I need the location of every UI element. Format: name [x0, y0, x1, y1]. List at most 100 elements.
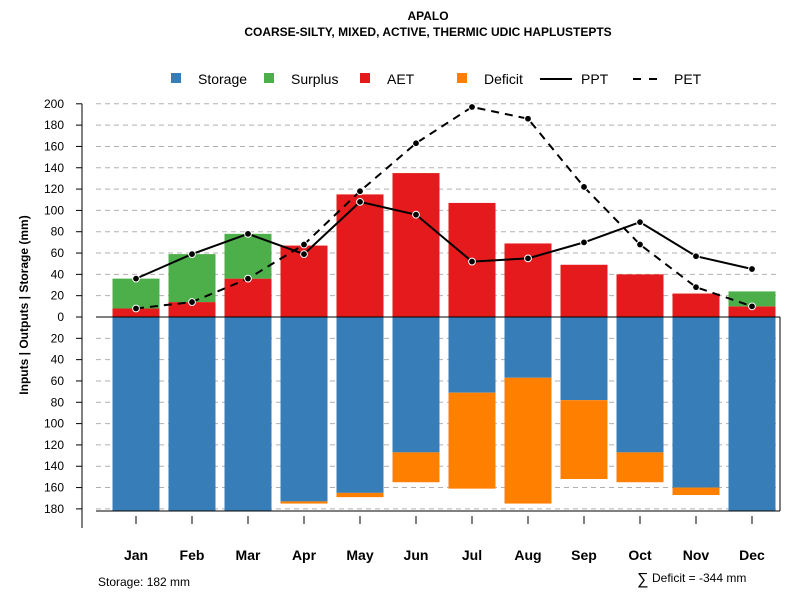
x-tick-label-mar: Mar	[236, 547, 261, 563]
x-tick-label-jul: Jul	[462, 547, 482, 563]
point-ppt-jun	[412, 210, 420, 219]
legend-label: AET	[387, 71, 415, 87]
y-tick-label: 60	[51, 374, 65, 388]
y-tick-label: 140	[44, 161, 64, 175]
bar-storage-jun	[392, 317, 440, 453]
legend-label: Surplus	[291, 71, 338, 87]
bar-aet-sep	[560, 264, 608, 317]
y-tick-label: 60	[51, 246, 65, 260]
bar-deficit-oct	[616, 452, 664, 483]
chart-title: APALO	[407, 9, 448, 23]
bar-deficit-apr	[280, 501, 328, 504]
y-tick-label: 20	[51, 289, 65, 303]
legend-swatch	[457, 73, 467, 83]
point-ppt-apr	[300, 250, 308, 259]
point-pet-nov	[692, 283, 700, 292]
y-axis-label: Inputs | Outputs | Storage (mm)	[17, 215, 31, 394]
y-tick-label: 40	[51, 267, 65, 281]
bar-storage-jan	[112, 317, 160, 512]
bar-storage-feb	[168, 317, 216, 512]
bar-aet-dec	[728, 306, 776, 317]
point-pet-apr	[300, 240, 308, 249]
sigma-symbol: ∑	[637, 571, 648, 588]
bar-deficit-jun	[392, 452, 440, 483]
bar-storage-mar	[224, 317, 272, 512]
x-tick-label-oct: Oct	[628, 547, 652, 563]
legend-swatch	[264, 73, 274, 83]
bar-aet-oct	[616, 274, 664, 317]
bar-deficit-nov	[672, 487, 720, 496]
y-tick-label: 40	[51, 353, 65, 367]
bar-surplus-jan	[112, 278, 160, 309]
y-tick-label: 100	[44, 203, 64, 217]
point-ppt-mar	[244, 229, 252, 238]
point-pet-oct	[636, 240, 644, 249]
point-ppt-oct	[636, 218, 644, 227]
y-tick-label: 20	[51, 331, 65, 345]
bar-aet-jun	[392, 173, 440, 317]
bar-aet-mar	[224, 278, 272, 317]
y-tick-label: 100	[44, 417, 64, 431]
point-ppt-aug	[524, 254, 532, 263]
x-tick-label-feb: Feb	[180, 547, 205, 563]
y-tick-label: 0	[57, 310, 64, 324]
point-pet-may	[356, 187, 364, 196]
point-ppt-jul	[468, 257, 476, 266]
x-tick-label-dec: Dec	[739, 547, 765, 563]
point-pet-sep	[580, 183, 588, 191]
legend-label: PPT	[581, 71, 609, 87]
y-tick-label: 140	[44, 459, 64, 473]
legend-swatch	[360, 73, 370, 83]
bar-surplus-mar	[224, 233, 272, 279]
x-tick-label-nov: Nov	[683, 547, 710, 563]
point-ppt-may	[356, 197, 364, 206]
legend-swatch	[171, 73, 181, 83]
x-tick-label-apr: Apr	[292, 547, 317, 563]
bar-aet-jan	[112, 308, 160, 317]
bar-storage-jul	[448, 317, 496, 393]
y-tick-label: 80	[51, 395, 65, 409]
point-ppt-nov	[692, 252, 700, 261]
point-ppt-jan	[132, 274, 140, 283]
x-tick-label-jan: Jan	[124, 547, 148, 563]
bar-deficit-aug	[504, 377, 552, 504]
y-tick-label: 120	[44, 182, 64, 196]
x-tick-label-may: May	[346, 547, 373, 563]
storage-note: Storage: 182 mm	[98, 575, 190, 589]
y-tick-label: 180	[44, 502, 64, 516]
x-tick-label-sep: Sep	[571, 547, 597, 563]
y-tick-label: 160	[44, 481, 64, 495]
legend-item-deficit: Deficit	[457, 71, 523, 87]
point-pet-aug	[524, 114, 532, 123]
y-tick-label: 160	[44, 139, 64, 153]
bar-deficit-may	[336, 492, 384, 498]
lines	[132, 103, 756, 313]
point-pet-feb	[188, 298, 196, 306]
bar-aet-nov	[672, 293, 720, 317]
legend-item-storage: Storage	[171, 71, 247, 87]
line-ppt	[135, 200, 753, 280]
x-tick-label-aug: Aug	[514, 547, 541, 563]
bar-storage-sep	[560, 317, 608, 401]
legend-item-aet: AET	[360, 71, 415, 87]
bar-surplus-feb	[168, 254, 216, 303]
bar-aet-may	[336, 194, 384, 317]
axes: 2001801601401201008060402002040608010012…	[44, 97, 781, 563]
legend-item-ppt: PPT	[540, 71, 609, 87]
legend-label: Deficit	[484, 71, 523, 87]
bar-deficit-jul	[448, 392, 496, 489]
legend: Storage Surplus AET Deficit PPT PET	[171, 71, 702, 87]
bar-aet-feb	[168, 302, 216, 317]
point-ppt-dec	[748, 265, 756, 273]
point-pet-jun	[412, 139, 420, 148]
legend-label: Storage	[198, 71, 247, 87]
point-pet-jan	[132, 304, 140, 313]
bar-storage-aug	[504, 317, 552, 378]
y-tick-label: 120	[44, 438, 64, 452]
bar-storage-dec	[728, 317, 776, 512]
legend-label: PET	[674, 71, 702, 87]
bar-storage-apr	[280, 317, 328, 502]
bar-storage-may	[336, 317, 384, 493]
bar-storage-oct	[616, 317, 664, 453]
bar-storage-nov	[672, 317, 720, 488]
